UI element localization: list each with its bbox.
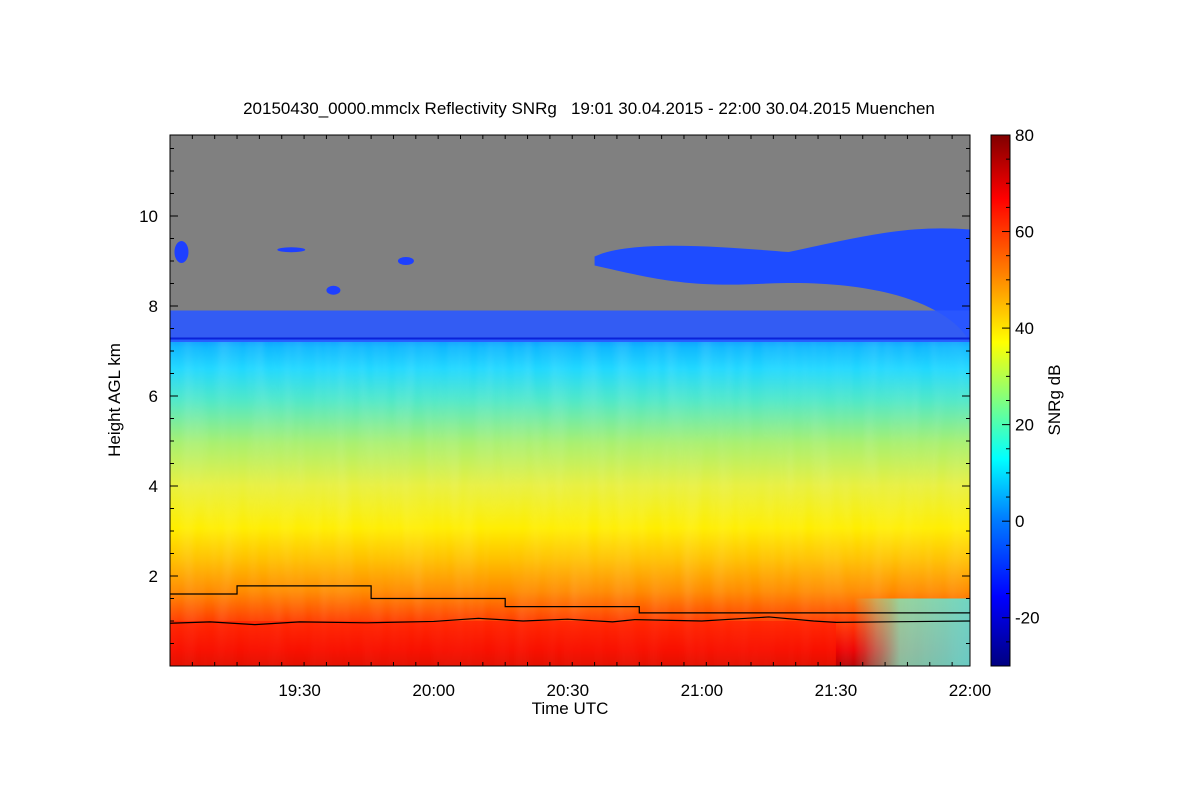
colorbar-tick-label: -20 [1015,609,1040,628]
x-tick-label: 19:30 [278,681,321,700]
y-axis: 2 4 6 8 10 [139,148,970,644]
chart-title: 20150430_0000.mmclx Reflectivity SNRg 19… [243,99,935,118]
colorbar-tick-label: 60 [1015,223,1034,242]
echo-cirrus-band [594,228,970,342]
echo-cirrus-fragment [326,285,341,295]
y-axis-label: Height AGL km [105,343,124,457]
echo-cirrus-fragment [277,247,306,253]
y-tick-label: 6 [149,387,158,406]
colorbar-tick-label: 0 [1015,512,1024,531]
echo-near-surface [170,621,836,666]
x-tick-label: 22:00 [949,681,992,700]
echo-cirrus-fragment [397,257,414,265]
echo-cirrus-fragment [174,241,189,263]
x-tick-label: 20:30 [546,681,589,700]
y-tick-label: 10 [139,207,158,226]
echo-regions [170,135,970,666]
height-line [169,616,971,626]
y-tick-label: 8 [149,297,158,316]
x-tick-label: 21:30 [815,681,858,700]
step-line [170,585,970,614]
colorbar-axis: -20 0 20 40 60 80 [1002,126,1040,667]
echo-cloud-top-layer [170,310,970,342]
echo-cloud-top-layer-edge [170,337,970,340]
x-tick-label: 20:00 [412,681,455,700]
plot-frame [169,134,971,667]
overlay-lines [169,585,971,626]
x-tick-label: 21:00 [681,681,724,700]
colorbar-tick-label: 80 [1015,126,1034,145]
y-tick-label: 4 [149,477,158,496]
echo-weak-right [853,598,970,666]
x-axis: 19:30 20:00 20:30 21:00 21:30 22:00 [169,135,992,700]
colorbar-label: SNRg dB [1045,365,1064,436]
colorbar-tick-label: 20 [1015,416,1034,435]
y-tick-label: 2 [149,567,158,586]
x-axis-label: Time UTC [532,699,609,718]
plot-area [170,135,970,666]
echo-no-signal [170,135,970,338]
colorbar-tick-label: 40 [1015,319,1034,338]
